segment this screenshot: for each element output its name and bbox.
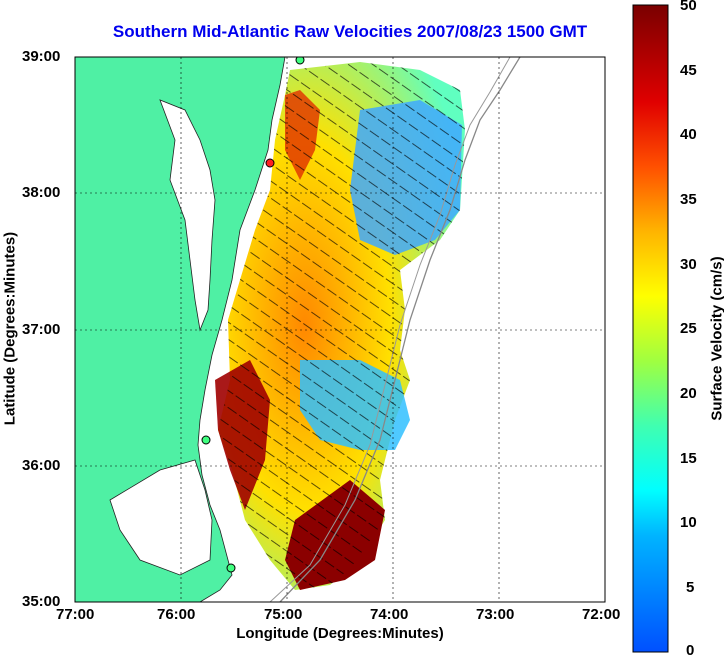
x-axis-label: Longitude (Degrees:Minutes) [236, 625, 444, 642]
y-tick-label: 36:00 [22, 457, 61, 474]
colorbar-tick-label: 5 [686, 579, 695, 596]
bathymetry-contour [279, 57, 521, 602]
radar-site-marker [265, 158, 275, 168]
colorbar-tick-label: 50 [680, 0, 697, 14]
bathymetry-contour-2 [269, 57, 511, 602]
y-axis-label: Latitude (Degrees:Minutes) [1, 231, 19, 426]
colorbar-tick-label: 40 [680, 126, 697, 143]
x-tick-label: 72:00 [582, 606, 621, 623]
radar-site-marker [295, 57, 305, 65]
x-tick-label: 75:00 [264, 606, 303, 623]
colorbar-tick-label: 0 [686, 642, 695, 659]
x-tick-label: 77:00 [56, 606, 95, 623]
y-tick-label: 39:00 [22, 48, 61, 65]
colorbar-tick-label: 20 [680, 385, 697, 402]
x-tick-label: 73:00 [476, 606, 515, 623]
radar-site-marker [201, 435, 211, 445]
radar-site-marker [226, 563, 236, 573]
colorbar-tick-label: 25 [680, 320, 697, 337]
colorbar-tick-label: 45 [680, 62, 697, 79]
land-mass [75, 57, 286, 602]
colorbar-tick-label: 30 [680, 256, 697, 273]
y-tick-label: 35:00 [22, 593, 61, 610]
colorbar-tick-label: 10 [680, 514, 697, 531]
colorbar-label: Surface Velocity (cm/s) [708, 256, 724, 421]
colorbar-tick-label: 15 [680, 450, 697, 467]
y-tick-label: 38:00 [22, 184, 61, 201]
x-tick-label: 76:00 [157, 606, 196, 623]
colorbar [632, 4, 669, 653]
chesapeake-bay [159, 99, 216, 332]
chart-title: Southern Mid-Atlantic Raw Velocities 200… [112, 22, 588, 41]
x-tick-label: 74:00 [370, 606, 409, 623]
velocity-vectors [218, 62, 465, 590]
colorbar-tick-label: 35 [680, 191, 697, 208]
pamlico-sound [109, 459, 213, 576]
y-tick-label: 37:00 [22, 321, 61, 338]
grid-lines [75, 57, 605, 602]
